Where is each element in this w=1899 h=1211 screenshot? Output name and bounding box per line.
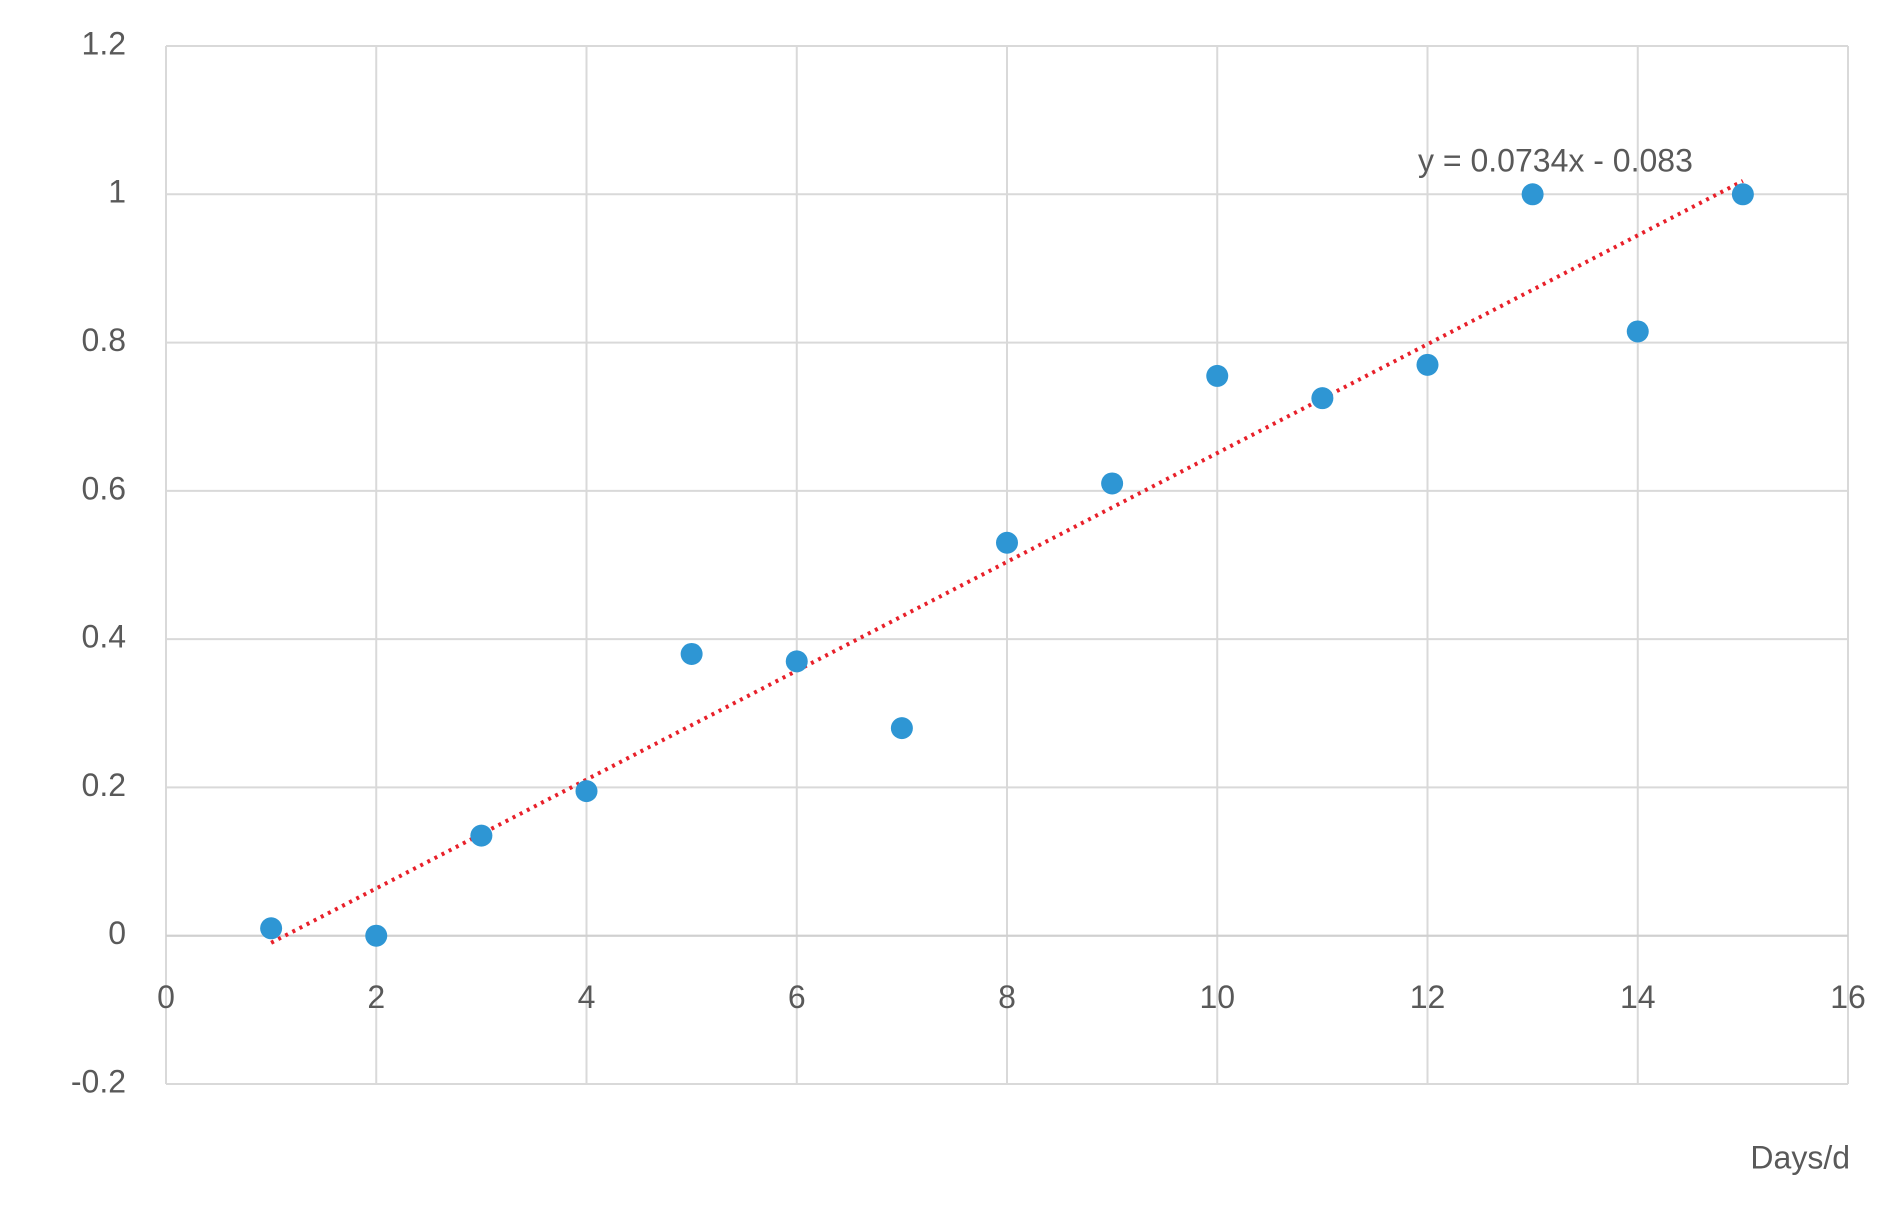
data-point (996, 531, 1018, 554)
y-tick-label: 0 (108, 915, 126, 951)
x-tick-label: 4 (578, 979, 596, 1015)
y-tick-label: 0.8 (82, 322, 126, 358)
x-tick-label: 8 (998, 979, 1016, 1015)
x-tick-label: 0 (157, 979, 175, 1015)
y-tick-label: 0.6 (82, 470, 126, 506)
x-tick-label: 2 (367, 979, 385, 1015)
data-point (890, 717, 913, 740)
x-axis-label: Days/d (1750, 1139, 1850, 1175)
x-tick-label: 16 (1830, 979, 1866, 1015)
y-tick-label: -0.2 (71, 1063, 126, 1099)
data-point (260, 917, 283, 940)
data-point (470, 824, 493, 847)
x-tick-label: 12 (1410, 979, 1446, 1015)
x-tick-label: 10 (1199, 979, 1235, 1015)
data-point (1626, 320, 1649, 343)
y-tick-label: 0.4 (82, 619, 126, 655)
data-point (1731, 183, 1754, 206)
y-tick-label: 0.2 (82, 767, 126, 803)
y-tick-label: 1.2 (82, 25, 126, 61)
x-tick-label: 14 (1620, 979, 1656, 1015)
data-point (1521, 183, 1544, 206)
data-point (785, 650, 808, 673)
y-tick-label: 1 (108, 174, 126, 210)
x-tick-label: 6 (788, 979, 806, 1015)
data-point (680, 642, 703, 665)
data-point (1311, 387, 1334, 410)
data-point (365, 924, 388, 947)
trendline-label: y = 0.0734x - 0.083 (1418, 142, 1693, 178)
data-point (1206, 364, 1229, 387)
data-point (575, 780, 598, 803)
data-point (1101, 472, 1124, 495)
data-point (1416, 353, 1439, 376)
